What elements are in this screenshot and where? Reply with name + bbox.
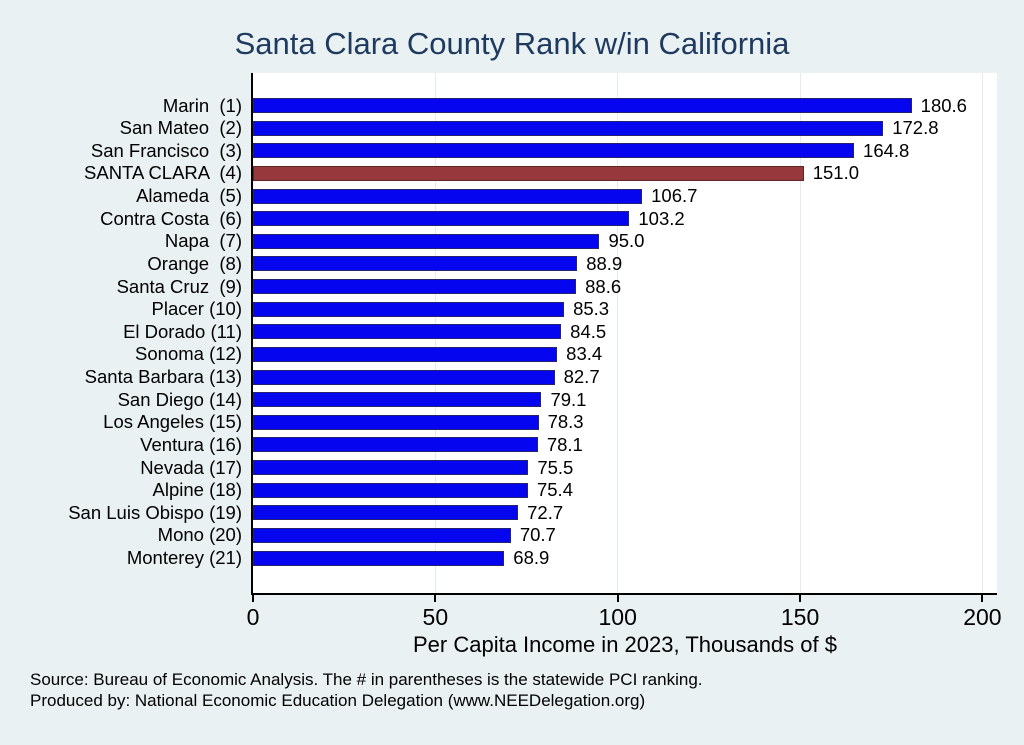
value-label: 78.1	[546, 433, 583, 455]
tick-mark-200	[981, 595, 984, 602]
bar	[253, 550, 505, 566]
category-label: SANTA CLARA (4)	[84, 162, 242, 184]
value-label: 68.9	[513, 547, 550, 568]
value-label: 180.6	[920, 94, 967, 116]
tick-mark-0	[252, 595, 254, 602]
category-label: Napa (7)	[164, 230, 242, 252]
bar-highlighted	[253, 165, 804, 181]
category-label: San Mateo (2)	[119, 117, 242, 139]
value-label: 78.3	[547, 411, 584, 433]
category-label: San Luis Obispo (19)	[68, 501, 242, 523]
category-label: Santa Barbara (13)	[84, 366, 242, 387]
category-label: Placer (10)	[151, 298, 242, 320]
category-label: Marin (1)	[162, 94, 242, 116]
category-label: Los Angeles (15)	[103, 411, 242, 433]
y-axis-labels: Marin (1) San Mateo (2) San Francisco (3) S…	[0, 0, 242, 745]
value-label: 103.2	[638, 207, 685, 229]
bar	[253, 460, 529, 475]
category-label: El Dorado (11)	[123, 320, 242, 342]
tick-mark-100	[616, 595, 619, 602]
bar	[253, 211, 630, 227]
value-label: 151.0	[812, 162, 859, 184]
bar	[253, 324, 562, 340]
producer-note: Produced by: National Economic Education…	[30, 691, 646, 710]
gridline-150	[799, 73, 801, 593]
bar	[253, 143, 855, 159]
category-label: San Francisco (3)	[90, 139, 242, 161]
value-label: 83.4	[566, 343, 603, 365]
tick-mark-50	[434, 595, 437, 602]
value-label: 88.9	[586, 252, 623, 274]
tick-label-150: 150	[780, 604, 820, 630]
bar	[253, 301, 565, 317]
bar	[253, 482, 528, 498]
bar	[253, 120, 884, 136]
category-label: Orange (8)	[147, 252, 242, 274]
value-label: 70.7	[519, 524, 556, 546]
value-label: 172.8	[892, 117, 939, 139]
value-label: 75.5	[537, 456, 574, 478]
bar	[253, 505, 519, 521]
x-axis: 0 50 100 150 200	[247, 595, 1002, 650]
footer-notes: Source: Bureau of Economic Analysis. The…	[30, 669, 703, 711]
bar	[253, 437, 538, 453]
tick-mark-150	[799, 595, 802, 602]
value-label: 88.6	[585, 275, 622, 297]
bar	[253, 233, 600, 249]
gridline-200	[981, 73, 983, 593]
value-label: 75.4	[536, 479, 573, 501]
value-label: 164.8	[863, 139, 910, 161]
tick-label-200: 200	[963, 604, 1002, 630]
category-label: Alameda (5)	[136, 185, 242, 206]
bar	[253, 392, 542, 408]
bar	[253, 346, 558, 362]
value-label: 106.7	[651, 185, 698, 206]
bar	[253, 369, 555, 385]
chart-title: Santa Clara County Rank w/in California	[234, 26, 790, 61]
value-label: 82.7	[563, 366, 600, 387]
category-label: Nevada (17)	[140, 456, 242, 478]
bar	[253, 279, 577, 294]
value-label: 79.1	[550, 388, 587, 410]
bar	[253, 414, 539, 430]
source-note: Source: Bureau of Economic Analysis. The…	[30, 670, 703, 689]
category-label: Alpine (18)	[152, 479, 242, 501]
category-label: Sonoma (12)	[135, 343, 242, 365]
category-label: Contra Costa (6)	[100, 207, 242, 229]
category-label: Ventura (16)	[140, 433, 242, 455]
bar	[253, 256, 578, 272]
bar	[253, 188, 643, 204]
bar	[253, 527, 511, 543]
value-label: 95.0	[608, 230, 645, 252]
category-label: San Diego (14)	[117, 388, 242, 410]
gridline-100	[617, 73, 619, 593]
x-axis-title: Per Capita Income in 2023, Thousands of …	[413, 632, 837, 657]
value-label: 84.5	[570, 320, 607, 342]
tick-label-100: 100	[598, 604, 637, 630]
category-label: Santa Cruz (9)	[116, 275, 242, 297]
value-label: 85.3	[573, 298, 610, 320]
tick-label-0: 0	[246, 604, 260, 630]
plot-area: 180.6 172.8 164.8 151.0 106.7 103.2 95.0 88.9 88…	[251, 73, 997, 595]
category-label: Mono (20)	[157, 524, 242, 546]
category-label: Monterey (21)	[126, 547, 242, 568]
tick-label-50: 50	[422, 604, 449, 630]
value-label: 72.7	[527, 501, 564, 523]
bar	[253, 98, 912, 113]
